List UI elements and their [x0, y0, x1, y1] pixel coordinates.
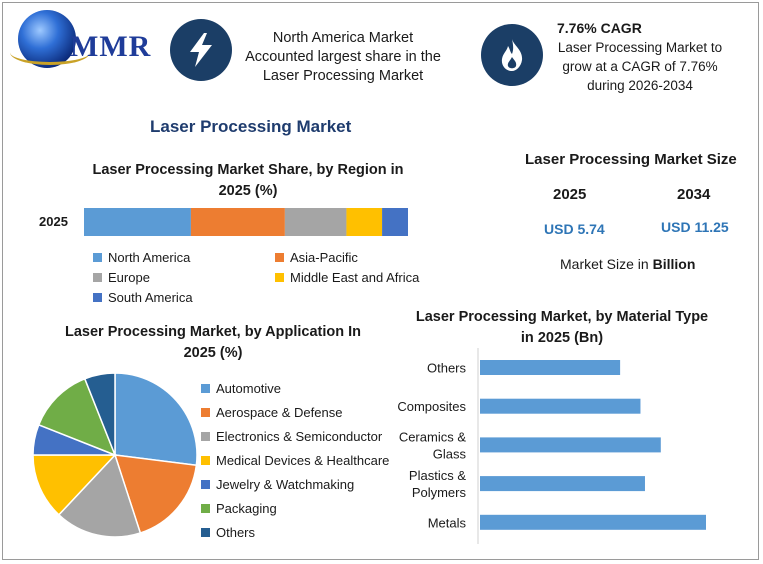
market-size-value-2025: USD 5.74: [544, 221, 605, 237]
market-size-value-2034: USD 11.25: [661, 219, 729, 235]
legend-label: Electronics & Semiconductor: [216, 429, 383, 444]
legend-swatch: [93, 253, 102, 262]
market-size-note-prefix: Market Size in: [560, 256, 653, 272]
material-chart-title: Laser Processing Market, by Material Typ…: [415, 309, 709, 346]
region-stacked-bar: [84, 208, 408, 236]
application-legend-item: Others: [201, 525, 255, 540]
info2-line: Laser Processing Market to: [557, 40, 723, 55]
legend-label: Jewelry & Watchmaking: [216, 477, 355, 492]
cagr-title: 7.76% CAGR: [557, 20, 642, 36]
info1-line: Accounted largest share in the: [245, 49, 441, 65]
flame-icon: [481, 24, 543, 86]
material-bar-plastics-polymers: [480, 476, 645, 492]
material-bar-others: [480, 360, 621, 375]
info1-line: North America Market: [272, 30, 414, 46]
market-size-year-2034: 2034: [677, 186, 711, 203]
region-legend-item: South America: [93, 290, 193, 305]
legend-label: Middle East and Africa: [290, 270, 420, 285]
legend-label: Medical Devices & Healthcare: [216, 453, 390, 468]
material-label-line: Ceramics &: [399, 429, 467, 444]
legend-label: South America: [108, 290, 193, 305]
region-segment-europe: [284, 208, 347, 236]
material-bar-composites: [480, 398, 641, 414]
region-legend-item: Europe: [93, 270, 150, 285]
legend-label: Automotive: [216, 381, 282, 396]
material-label-line: Plastics &: [409, 468, 466, 483]
region-segment-south-america: [382, 208, 408, 236]
application-legend-item: Automotive: [201, 381, 281, 396]
legend-swatch: [275, 273, 284, 282]
region-legend-item: Middle East and Africa: [275, 270, 419, 285]
region-category-label: 2025: [39, 214, 68, 229]
market-size-year-2025: 2025: [553, 186, 587, 203]
legend-label: Aerospace & Defense: [216, 405, 343, 420]
legend-swatch: [201, 504, 210, 513]
legend-swatch: [201, 408, 210, 417]
north-america-info: North America Market Accounted largest s…: [232, 29, 454, 86]
material-bar-ceramics-glass: [480, 437, 661, 453]
material-bar-metals: [480, 514, 706, 530]
material-label-composites: Composites: [397, 399, 466, 414]
market-size-title: Laser Processing Market Size: [525, 151, 737, 168]
material-label-line: Glass: [433, 446, 467, 461]
logo-text: MMR: [70, 30, 152, 63]
legend-swatch: [275, 253, 284, 262]
application-legend-item: Packaging: [201, 501, 277, 516]
material-label-line: Others: [427, 361, 467, 376]
application-legend-item: Jewelry & Watchmaking: [201, 477, 354, 492]
main-title: Laser Processing Market: [150, 117, 352, 136]
material-label-others: Others: [427, 361, 467, 376]
pie-slice-aerospace-defense: [113, 454, 198, 534]
pie-slice-packaging: [37, 377, 117, 457]
legend-swatch: [201, 480, 210, 489]
material-label-ceramics-glass: Ceramics & Glass: [399, 429, 467, 461]
application-pie-chart: [32, 372, 198, 538]
region-chart-title: Laser Processing Market Share, by Region…: [92, 162, 404, 199]
info2-line: grow at a CAGR of 7.76%: [562, 59, 718, 74]
legend-swatch: [201, 456, 210, 465]
lightning-icon: [170, 19, 232, 81]
legend-swatch: [201, 528, 210, 537]
legend-label: Others: [216, 525, 256, 540]
material-label-line: Polymers: [412, 485, 467, 500]
legend-label: Packaging: [216, 501, 277, 516]
region-legend-item: North America: [93, 250, 190, 265]
application-legend-item: Medical Devices & Healthcare: [201, 453, 389, 468]
info2-line: during 2026-2034: [587, 78, 693, 93]
region-legend-item: Asia-Pacific: [275, 250, 358, 265]
application-chart-title: Laser Processing Market, by Application …: [65, 324, 361, 361]
pie-slice-electronics-semiconductor: [57, 453, 142, 538]
pie-slice-others: [83, 372, 116, 456]
region-segment-north-america: [84, 208, 191, 236]
legend-swatch: [93, 273, 102, 282]
material-label-line: Composites: [397, 399, 466, 414]
legend-swatch: [93, 293, 102, 302]
material-label-metals: Metals: [428, 515, 467, 530]
legend-swatch: [201, 384, 210, 393]
material-label-line: Metals: [428, 515, 467, 530]
legend-label: Asia-Pacific: [290, 250, 358, 265]
cagr-info: Laser Processing Market to grow at a CAG…: [545, 38, 735, 95]
info1-line: Laser Processing Market: [262, 68, 424, 84]
material-label-plastics-polymers: Plastics & Polymers: [409, 468, 467, 500]
application-legend-item: Aerospace & Defense: [201, 405, 342, 420]
legend-label: Europe: [108, 270, 150, 285]
material-bar-chart: Others Composites Ceramics & Glass Plastics …: [397, 348, 706, 544]
application-legend-item: Electronics & Semiconductor: [201, 429, 382, 444]
legend-label: North America: [108, 250, 191, 265]
legend-swatch: [201, 432, 210, 441]
market-size-note: Market Size in Billion: [560, 256, 695, 272]
logo-swoosh: [10, 40, 90, 65]
pie-slice-automotive: [114, 372, 198, 467]
region-segment-asia-pacific: [190, 208, 285, 236]
region-segment-middle-east-and-africa: [346, 208, 383, 236]
pie-slice-medical-devices-healthcare: [32, 454, 117, 516]
market-size-unit: Billion: [652, 256, 696, 272]
